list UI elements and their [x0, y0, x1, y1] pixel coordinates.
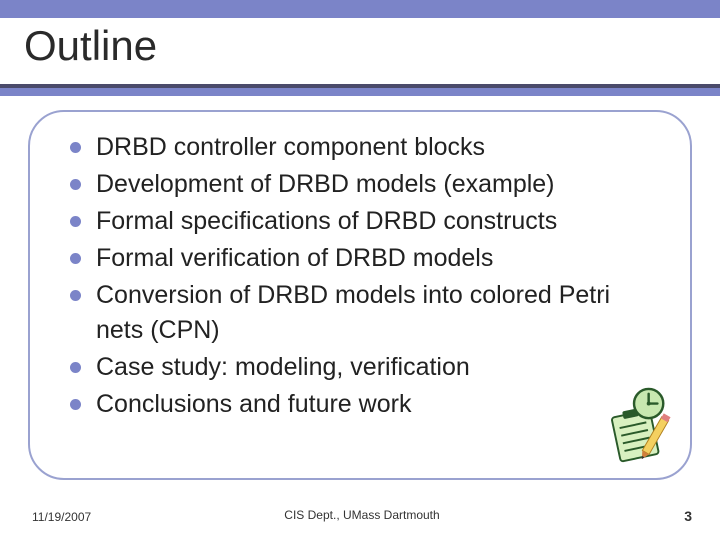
footer: 11/19/2007 CIS Dept., UMass Dartmouth 3: [32, 508, 692, 524]
footer-date: 11/19/2007: [32, 510, 91, 524]
footer-center: CIS Dept., UMass Dartmouth: [284, 508, 439, 522]
list-item: Conclusions and future work: [70, 387, 656, 422]
footer-page-number: 3: [684, 508, 692, 524]
list-item: Conversion of DRBD models into colored P…: [70, 278, 656, 348]
clipboard-clock-icon: [596, 386, 674, 464]
divider-light: [0, 88, 720, 96]
header-band: [0, 0, 720, 18]
bullet-list: DRBD controller component blocks Develop…: [70, 130, 656, 422]
list-item: Formal specifications of DRBD constructs: [70, 204, 656, 239]
list-item: Formal verification of DRBD models: [70, 241, 656, 276]
list-item: DRBD controller component blocks: [70, 130, 656, 165]
list-item: Development of DRBD models (example): [70, 167, 656, 202]
list-item: Case study: modeling, verification: [70, 350, 656, 385]
content-box: DRBD controller component blocks Develop…: [28, 110, 692, 480]
page-title: Outline: [24, 22, 157, 70]
